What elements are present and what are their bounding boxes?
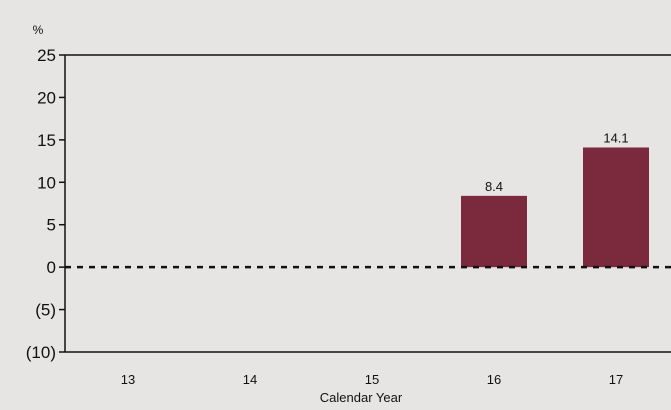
y-tick-label: 25 (37, 46, 56, 65)
y-tick-label: (10) (26, 343, 56, 362)
category-labels: 13 14 15 16 17 (121, 372, 623, 387)
y-tick-label: (5) (35, 301, 56, 320)
x-axis-label: Calendar Year (320, 390, 403, 405)
y-tick-label: 20 (37, 88, 56, 107)
x-tick-label: 13 (121, 372, 135, 387)
y-unit-label: % (33, 23, 44, 37)
y-ticks: 25 20 15 10 5 0 (5) (10) (26, 46, 65, 362)
y-tick-label: 0 (47, 258, 56, 277)
x-tick-label: 16 (487, 372, 501, 387)
x-tick-label: 17 (609, 372, 623, 387)
data-label: 8.4 (485, 179, 503, 194)
y-tick-label: 15 (37, 131, 56, 150)
bars: 8.4 14.1 (461, 130, 649, 268)
x-tick-label: 14 (243, 372, 257, 387)
bar (583, 147, 649, 268)
bar (461, 195, 527, 268)
x-tick-label: 15 (365, 372, 379, 387)
y-tick-label: 5 (47, 216, 56, 235)
y-tick-label: 10 (37, 173, 56, 192)
data-label: 14.1 (603, 130, 628, 145)
